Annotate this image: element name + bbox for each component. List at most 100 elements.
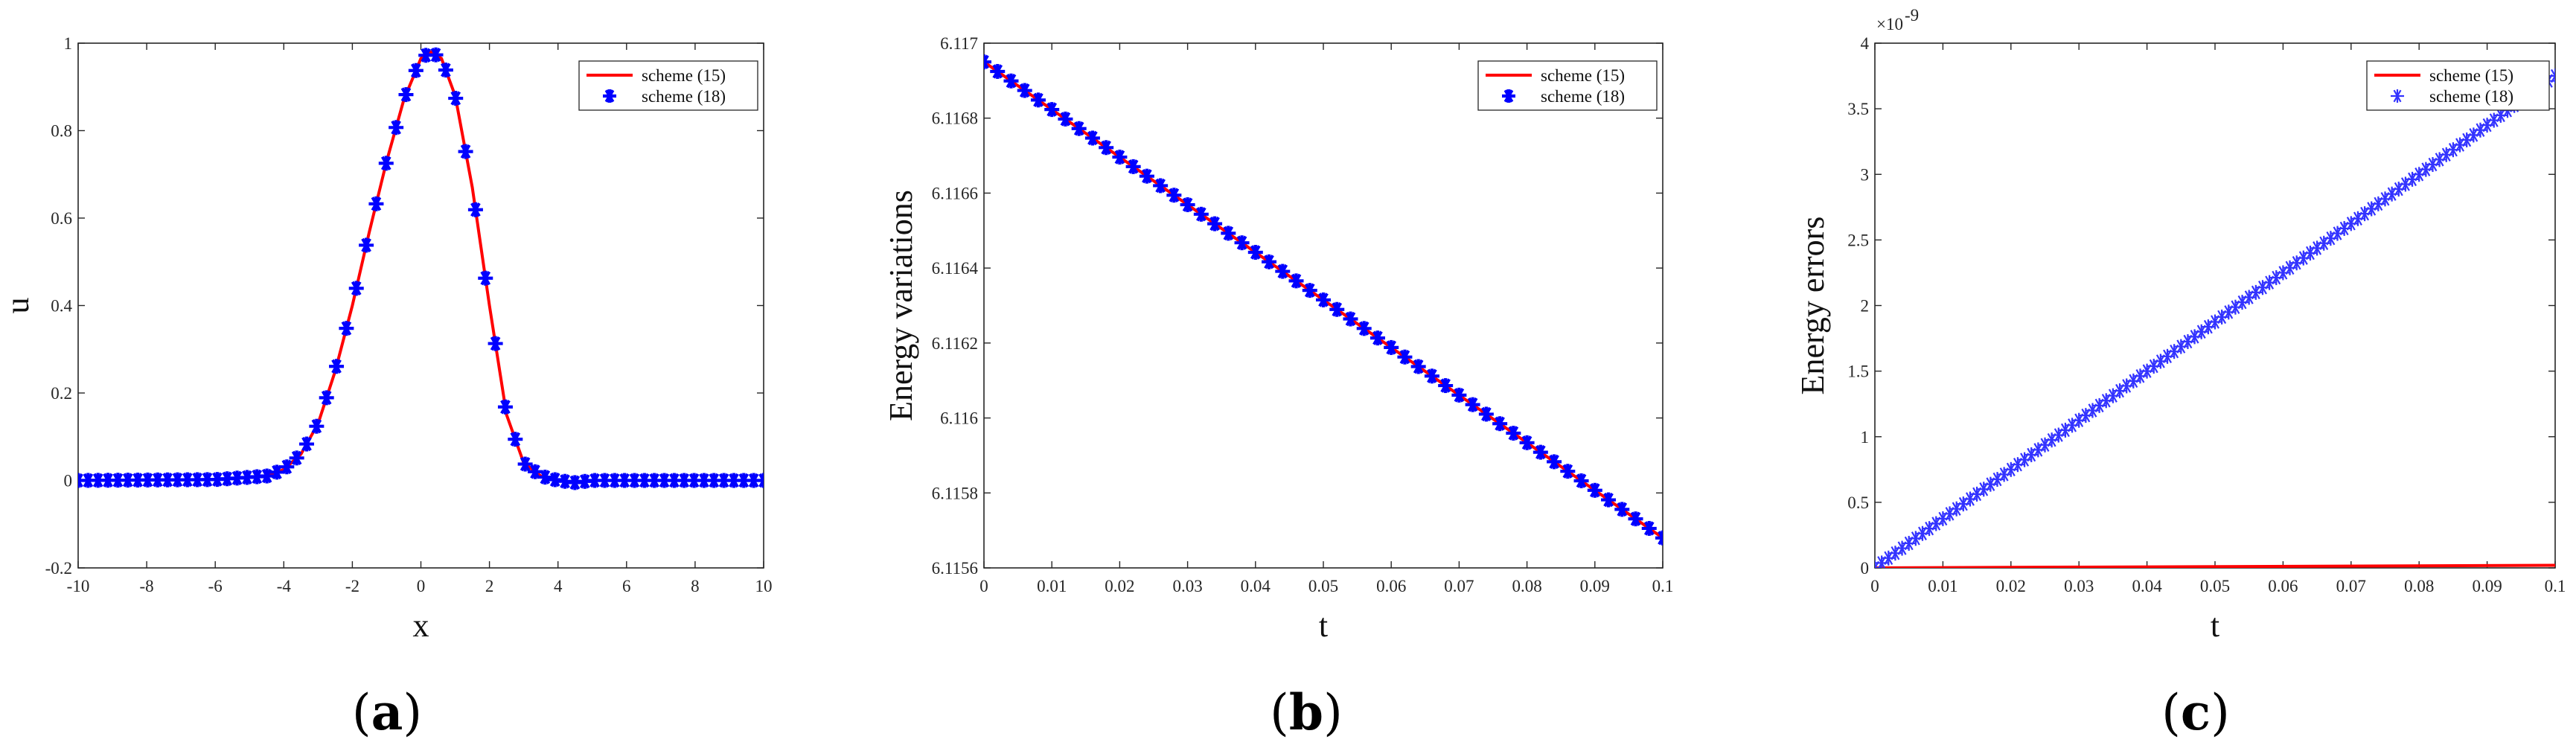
marker-s2-37 xyxy=(438,63,453,78)
x-tick-label: 2 xyxy=(485,577,494,595)
x-tick-label: 0.03 xyxy=(2064,577,2094,595)
marker-s2-37 xyxy=(1478,406,1494,422)
y-exponent-label: ×10 xyxy=(1876,15,1903,33)
caption-paren-close: ) xyxy=(2211,684,2230,741)
marker-s2-32 xyxy=(389,120,404,135)
legend: scheme (15) scheme (18) xyxy=(578,60,758,111)
marker-s2-49 xyxy=(1641,520,1657,536)
marker-s2-23 xyxy=(299,436,314,452)
marker-s2-35 xyxy=(1451,387,1467,403)
caption-paren-open: ( xyxy=(2161,684,2181,741)
y-tick-label: 6.1156 xyxy=(932,559,978,578)
x-tick-label: -6 xyxy=(208,577,223,595)
panel-a: -10 -8 -6 -4 -2 0 2 4 6 8 10 -0.2 0 0.2 0.4 0.6 0.8 1 x u sc… xyxy=(0,34,773,741)
marker-s2-26 xyxy=(1329,301,1345,317)
x-tick-label: 0.06 xyxy=(1376,577,1406,595)
marker-s2-28 xyxy=(1356,321,1372,336)
marker-s2-15 xyxy=(1180,197,1195,213)
marker-s2-46 xyxy=(528,464,543,479)
marker-s2-22 xyxy=(289,450,304,466)
marker-slegend-legend xyxy=(1502,89,1515,103)
marker-s2-50 xyxy=(567,475,583,490)
x-tick-label: 0.04 xyxy=(1241,577,1271,595)
legend-entry-label: scheme (18) xyxy=(642,87,726,106)
marker-s2-17 xyxy=(1207,216,1223,231)
marker-s2-48 xyxy=(547,472,563,488)
x-tick-label: 8 xyxy=(691,577,700,595)
x-tick-label: -4 xyxy=(277,577,292,595)
marker-s2-24 xyxy=(1302,283,1317,298)
marker-s2-5 xyxy=(1044,102,1060,118)
axes-box xyxy=(77,42,764,569)
y-tick-label: 1 xyxy=(64,34,73,53)
y-tick-label: 6.1162 xyxy=(932,334,978,353)
marker-s2-44 xyxy=(1573,473,1589,488)
legend-entry-label: scheme (15) xyxy=(1541,66,1625,85)
marker-s2-41 xyxy=(478,270,493,286)
y-tick-label: 0 xyxy=(1861,559,1870,578)
marker-s2-60 xyxy=(666,473,682,488)
marker-s2-38 xyxy=(1492,416,1508,432)
marker-s2-4 xyxy=(110,473,126,488)
marker-s2-20 xyxy=(269,464,284,480)
marker-stroke xyxy=(1658,534,1663,546)
legend-entry-label: scheme (18) xyxy=(1541,87,1625,106)
marker-s2-65 xyxy=(716,473,732,488)
marker-s2-30 xyxy=(1384,339,1399,355)
x-tick-label: 0.02 xyxy=(1105,577,1134,595)
marker-s2-43 xyxy=(497,399,513,415)
x-axis-label: x xyxy=(413,607,429,644)
marker-s2-47 xyxy=(1614,502,1630,517)
marker-s2-21 xyxy=(1262,254,1277,269)
marker-s2-31 xyxy=(1397,349,1413,365)
marker-s2-31 xyxy=(378,156,394,171)
marker-s2-24 xyxy=(2030,442,2046,458)
marker-s2-40 xyxy=(1519,435,1535,450)
legend: scheme (15) scheme (18) xyxy=(1477,60,1658,111)
x-tick-label: 0.08 xyxy=(1512,577,1541,595)
panel-b: 0 0.01 0.02 0.03 0.04 0.05 0.06 0.07 0.08 0.09 0.1… xyxy=(883,34,1673,741)
y-tick-label: 1.5 xyxy=(1847,362,1869,381)
marker-s2-7 xyxy=(1071,121,1087,136)
x-tick-label: 0.05 xyxy=(1308,577,1338,595)
marker-s2-36 xyxy=(1465,397,1480,412)
marker-s2-19 xyxy=(259,468,275,484)
marker-s2-20 xyxy=(1247,244,1263,260)
caption-letter: a xyxy=(371,683,403,741)
y-tick-label: 6.1168 xyxy=(932,109,978,128)
y-tick-label: 0.5 xyxy=(1847,493,1869,512)
x-tick-label: 0.07 xyxy=(1444,577,1474,595)
y-tick-label: 0.4 xyxy=(51,297,72,316)
series-markers-2 xyxy=(1875,68,2555,568)
marker-s2-17 xyxy=(239,470,255,485)
marker-s2-29 xyxy=(359,237,374,253)
y-tick-label: 0.6 xyxy=(51,209,72,228)
x-tick-label: 0 xyxy=(979,577,988,595)
y-tick-label: 6.1166 xyxy=(932,184,978,202)
marker-s2-6 xyxy=(1058,111,1073,127)
marker-slegend-legend xyxy=(2391,89,2404,103)
marker-s2-19 xyxy=(1234,235,1250,251)
marker-s2-8 xyxy=(1084,130,1100,146)
marker-s2-12 xyxy=(1139,168,1154,184)
marker-s2-15 xyxy=(220,471,235,487)
marker-s2-39 xyxy=(1506,426,1521,441)
x-tick-label: -8 xyxy=(140,577,154,595)
y-tick-label: 0 xyxy=(64,472,73,490)
marker-s2-0 xyxy=(984,54,991,70)
panel-caption: (b) xyxy=(1270,683,1343,741)
x-tick-label: 0.09 xyxy=(2472,577,2502,595)
x-tick-label: 0 xyxy=(1870,577,1879,595)
panel-c: 0 0.01 0.02 0.03 0.04 0.05 0.06 0.07 0.08 0.09 0.1… xyxy=(1794,6,2566,741)
marker-s2-100 xyxy=(2548,68,2555,84)
marker-s2-2 xyxy=(1003,73,1019,89)
marker-s2-26 xyxy=(329,359,345,374)
series-line-1 xyxy=(78,50,764,485)
marker-s2-22 xyxy=(1275,263,1291,279)
x-tick-label: 0.02 xyxy=(1996,577,2026,595)
marker-s2-23 xyxy=(1288,273,1304,289)
marker-s2-19 xyxy=(1996,467,2012,482)
x-tick-label: 0.01 xyxy=(1037,577,1067,595)
legend-entry-label: scheme (15) xyxy=(642,66,726,85)
marker-s2-42 xyxy=(1547,454,1562,470)
